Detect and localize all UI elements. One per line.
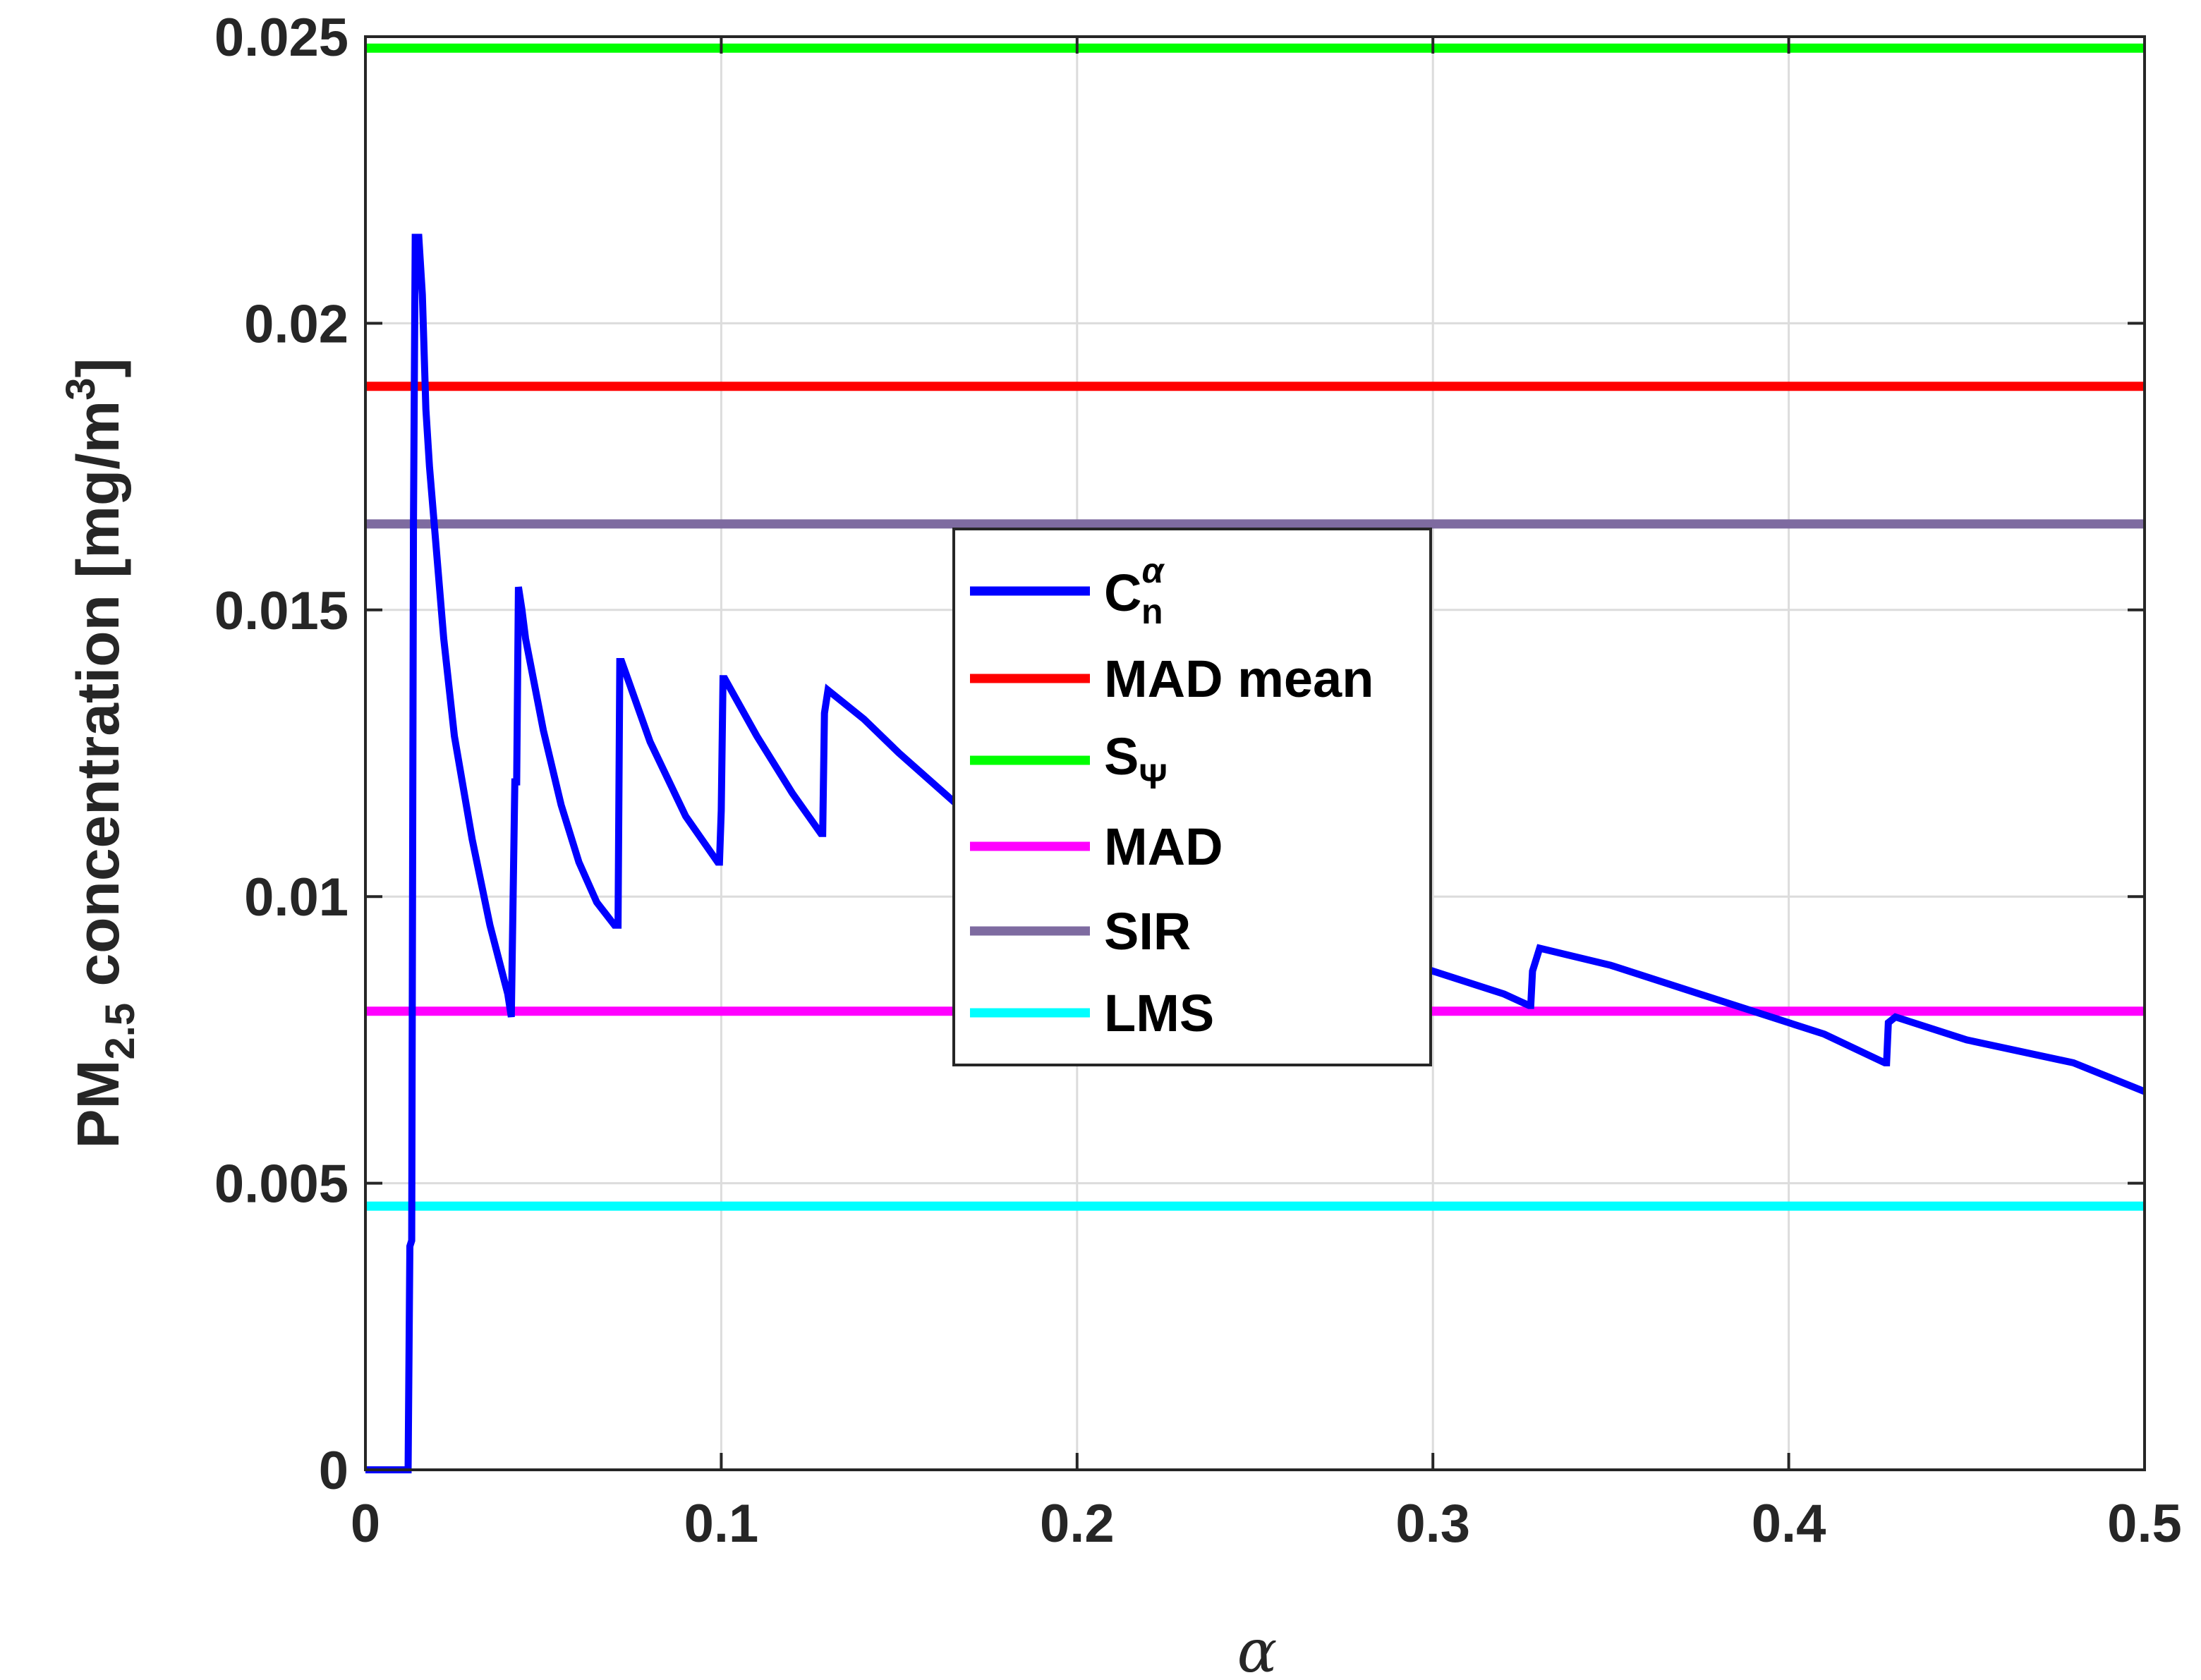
x-tick-labels: 0 0.1 0.2 0.3 0.4 0.5: [351, 1494, 2182, 1554]
x-tick-label: 0.5: [2107, 1494, 2182, 1554]
legend-entry-sir: SIR: [1104, 902, 1191, 961]
x-tick-label: 0.4: [1752, 1494, 1826, 1554]
legend-entry-s-psi: SΨ: [1104, 727, 1168, 796]
x-tick-label: 0.1: [684, 1494, 759, 1554]
axis-ticks: [364, 35, 2146, 1471]
legend-entry-mad-mean: MAD mean: [1104, 650, 1374, 708]
legend-s-psi-subscript: Ψ: [1139, 757, 1167, 796]
y-tick-label: 0.02: [244, 294, 348, 354]
legend: Cα n MAD mean SΨ MAD SIR LMS: [952, 528, 1432, 1066]
legend-cn-alpha-base: C: [1104, 564, 1141, 622]
legend-s-psi-base: S: [1104, 727, 1139, 786]
y-tick-label: 0.015: [214, 581, 348, 641]
plot-area-frame: [364, 35, 2146, 1471]
y-axis-label-superscript: 3: [58, 378, 104, 401]
series-curve: [365, 233, 2146, 1473]
y-axis-label-subscript: 2.5: [97, 1003, 143, 1060]
y-tick-label: 0.025: [214, 8, 348, 68]
legend-entry-mad: MAD: [1104, 817, 1223, 876]
legend-box: [952, 528, 1432, 1066]
legend-cn-alpha-superscript: α: [1141, 551, 1165, 590]
y-tick-label: 0.005: [214, 1155, 348, 1215]
y-axis-label-close: ]: [65, 358, 131, 378]
y-tick-label: 0: [319, 1441, 348, 1501]
x-tick-label: 0.2: [1040, 1494, 1115, 1554]
legend-entry-lms: LMS: [1104, 984, 1214, 1042]
legend-cn-alpha-subscript: n: [1141, 592, 1163, 631]
y-tick-label: 0.01: [244, 868, 348, 927]
y-axis-label-base: PM: [65, 1059, 131, 1148]
y-axis-label-rest: concentration [mg/m: [65, 401, 131, 1003]
legend-entry-cn-alpha: Cα: [1104, 551, 1165, 622]
x-axis-label: α: [1237, 1617, 1278, 1680]
x-tick-label: 0: [351, 1494, 380, 1554]
y-axis-label: PM2.5 concentration [mg/m3]: [58, 358, 143, 1149]
series-line-cn-alpha: [365, 233, 2146, 1473]
y-tick-labels: 0 0.005 0.01 0.015 0.02 0.025: [214, 8, 348, 1501]
x-tick-label: 0.3: [1395, 1494, 1470, 1554]
